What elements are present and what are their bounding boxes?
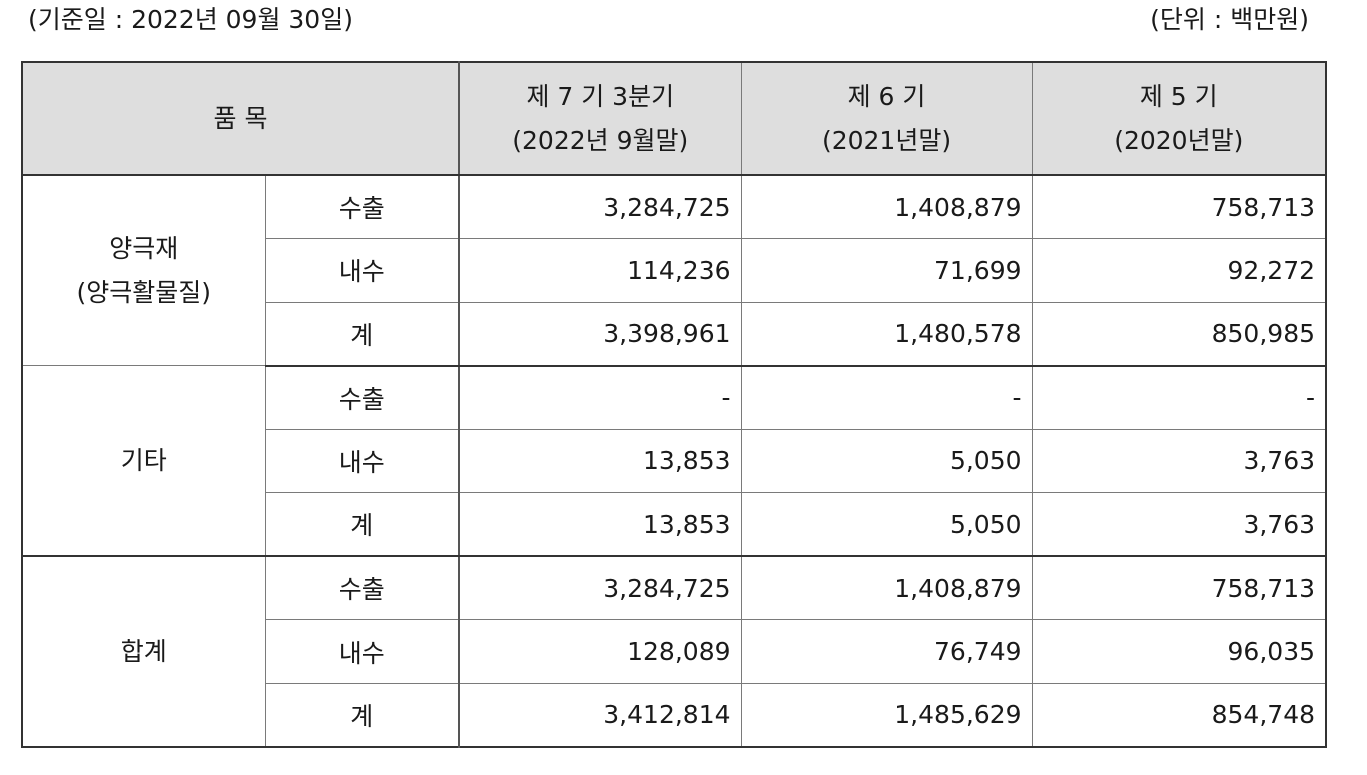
value-cell: -: [740, 365, 1033, 430]
value-cell: 76,749: [740, 619, 1033, 684]
value-cell: 3,284,725: [458, 174, 742, 240]
row-label: 계: [264, 492, 461, 558]
table-row: 계 13,853 5,050 3,763: [22, 492, 1327, 558]
value-cell: 71,699: [740, 238, 1033, 303]
group-label-line1: 합계: [120, 636, 167, 666]
table-row: 계 3,398,961 1,480,578 850,985: [22, 301, 1327, 367]
value-cell: 13,853: [458, 492, 742, 558]
group-label: 합계: [21, 555, 266, 748]
table-row: 계 3,412,814 1,485,629 854,748: [22, 682, 1327, 748]
period-header: 제 5 기 (2020년말): [1031, 61, 1327, 176]
row-label: 계: [264, 682, 461, 748]
value-cell: 5,050: [740, 428, 1033, 494]
group-label-line2: (양극활물질): [76, 277, 211, 307]
value-cell: 114,236: [458, 238, 742, 303]
value-cell: 1,480,578: [740, 301, 1033, 367]
value-cell: 96,035: [1031, 619, 1327, 684]
value-cell: 92,272: [1031, 238, 1327, 303]
period-header-line2: (2022년 9월말): [512, 125, 689, 155]
period-header: 제 7 기 3분기 (2022년 9월말): [458, 61, 742, 176]
row-label: 내수: [264, 428, 461, 494]
value-cell: 3,398,961: [458, 301, 742, 367]
value-cell: 3,763: [1031, 492, 1327, 558]
item-header: 품 목: [21, 61, 461, 176]
value-cell: 3,284,725: [458, 555, 742, 621]
period-header-line2: (2020년말): [1114, 125, 1244, 155]
value-cell: 128,089: [458, 619, 742, 684]
basis-date-caption: (기준일 : 2022년 09월 30일): [28, 5, 353, 34]
table-row: 내수 13,853 5,050 3,763: [22, 428, 1327, 494]
table-row: 합계 수출 3,284,725 1,408,879 758,713: [21, 555, 1327, 748]
value-cell: -: [458, 365, 742, 430]
value-cell: 1,408,879: [740, 555, 1033, 621]
value-cell: 3,412,814: [458, 682, 742, 748]
period-header-line1: 제 5 기: [1139, 81, 1218, 111]
value-cell: 1,408,879: [740, 174, 1033, 240]
table-row: 기타 수출 - - -: [21, 365, 1327, 558]
period-header: 제 6 기 (2021년말): [740, 61, 1033, 176]
unit-caption: (단위 : 백만원): [1150, 5, 1309, 34]
group-label: 양극재 (양극활물질): [21, 174, 266, 367]
value-cell: 758,713: [1031, 174, 1327, 240]
row-label: 수출: [264, 365, 461, 430]
row-label: 내수: [264, 238, 461, 303]
row-label: 수출: [264, 174, 461, 240]
period-header-line1: 제 6 기: [847, 81, 926, 111]
value-cell: 3,763: [1031, 428, 1327, 494]
value-cell: 1,485,629: [740, 682, 1033, 748]
sales-table: 품 목 제 7 기 3분기 (2022년 9월말) 제 6 기 (2021년말)…: [21, 61, 1328, 748]
value-cell: 13,853: [458, 428, 742, 494]
value-cell: 854,748: [1031, 682, 1327, 748]
table-row: 양극재 (양극활물질) 수출 3,284,725 1,408,879 758,7…: [21, 174, 1327, 367]
group-label-line1: 양극재: [109, 233, 179, 263]
value-cell: 758,713: [1031, 555, 1327, 621]
row-label: 수출: [264, 555, 461, 621]
row-label: 계: [264, 301, 461, 367]
value-cell: 5,050: [740, 492, 1033, 558]
value-cell: 850,985: [1031, 301, 1327, 367]
period-header-line2: (2021년말): [821, 125, 952, 155]
header-row: 품 목 제 7 기 3분기 (2022년 9월말) 제 6 기 (2021년말)…: [21, 61, 1327, 176]
group-label-line1: 기타: [120, 445, 167, 475]
table-row: 내수 128,089 76,749 96,035: [22, 619, 1327, 684]
value-cell: -: [1031, 365, 1327, 430]
row-label: 내수: [264, 619, 461, 684]
group-label: 기타: [21, 365, 266, 558]
period-header-line1: 제 7 기 3분기: [526, 81, 675, 111]
